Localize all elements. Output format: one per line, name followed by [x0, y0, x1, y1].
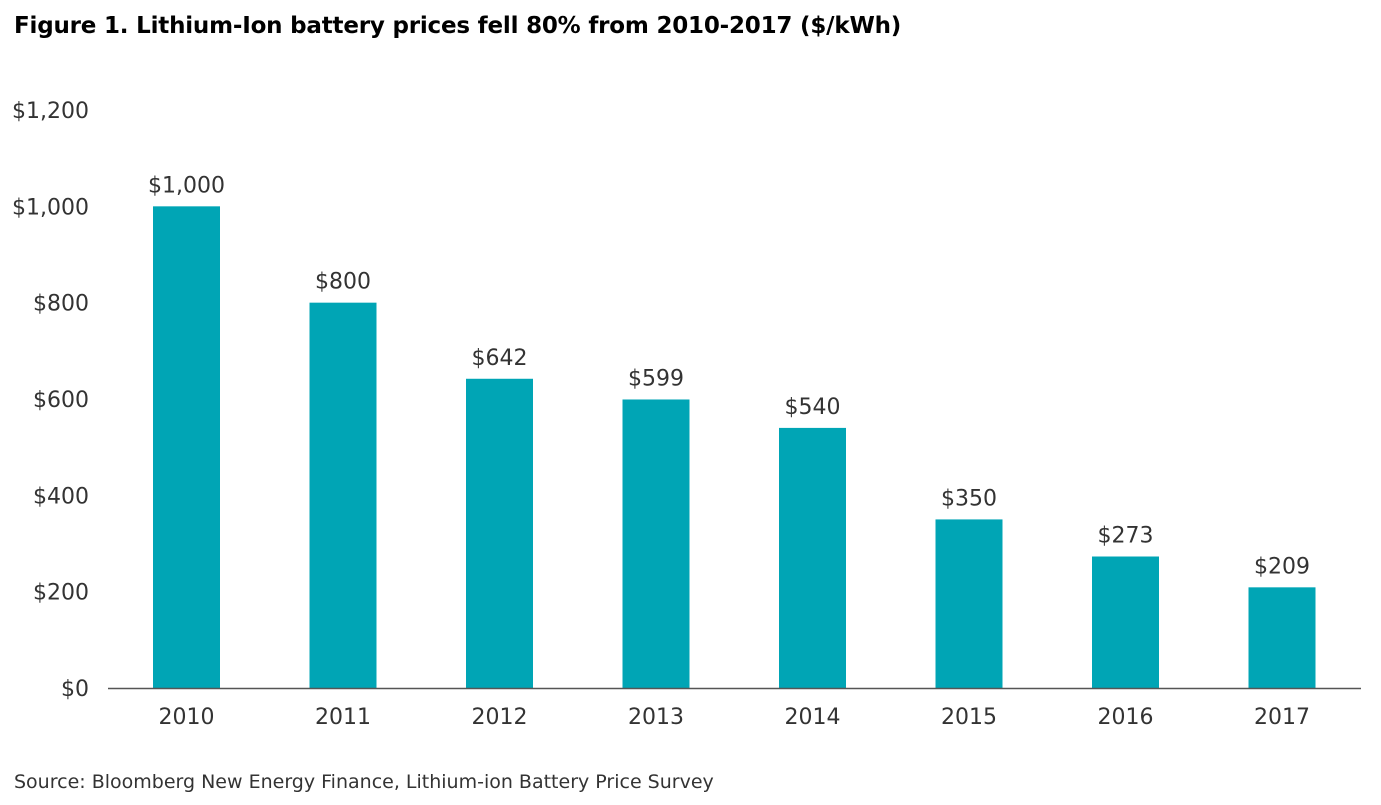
bar-2015	[935, 519, 1003, 688]
bar-2017	[1248, 587, 1316, 688]
bar-2014	[779, 427, 846, 688]
x-tick-label: 2015	[941, 705, 997, 730]
x-tick-label: 2017	[1254, 705, 1310, 730]
bar-2010	[153, 206, 220, 689]
y-tick-label: $600	[33, 388, 89, 413]
y-tick-label: $1,200	[12, 99, 89, 124]
data-label: $800	[315, 270, 371, 295]
y-tick-label: $800	[33, 292, 89, 317]
bar-2016	[1092, 556, 1159, 688]
bars	[153, 206, 1316, 689]
data-labels: $1,000 $800 $642 $599 $540 $350 $273 $209	[148, 173, 1310, 579]
bar-2012	[466, 378, 533, 688]
chart-title: Figure 1. Lithium-Ion battery prices fel…	[14, 13, 902, 39]
y-tick-label: $1,000	[12, 195, 89, 220]
data-label: $350	[941, 486, 997, 511]
x-tick-label: 2014	[785, 705, 841, 730]
source-note: Source: Bloomberg New Energy Finance, Li…	[14, 771, 714, 793]
x-tick-label: 2010	[159, 705, 215, 730]
data-label: $273	[1098, 524, 1154, 549]
x-tick-label: 2013	[628, 705, 684, 730]
x-tick-label: 2011	[315, 705, 371, 730]
bar-2013	[622, 399, 690, 688]
data-label: $642	[472, 346, 528, 371]
data-label: $540	[785, 395, 841, 420]
bar-2011	[309, 302, 377, 688]
data-label: $1,000	[148, 173, 225, 198]
y-tick-label: $200	[33, 581, 89, 606]
x-tick-label: 2016	[1098, 705, 1154, 730]
y-tick-label: $0	[61, 677, 89, 702]
data-label: $209	[1254, 554, 1310, 579]
y-axis-ticks: $0 $200 $400 $600 $800 $1,000 $1,200	[12, 99, 89, 702]
x-tick-label: 2012	[472, 705, 528, 730]
x-axis-ticks: 2010 2011 2012 2013 2014 2015 2016 2017	[159, 705, 1311, 730]
y-tick-label: $400	[33, 484, 89, 509]
data-label: $599	[628, 366, 684, 391]
